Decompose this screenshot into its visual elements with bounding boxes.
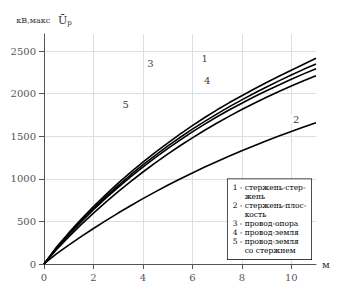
svg-text:1000: 1000 xyxy=(11,173,36,184)
svg-text:кВ,макс: кВ,макс xyxy=(16,16,50,25)
svg-text:р: р xyxy=(67,19,72,27)
svg-text:6: 6 xyxy=(189,272,195,283)
svg-text:м: м xyxy=(322,259,330,270)
svg-text:2: 2 xyxy=(90,272,96,283)
svg-text:1500: 1500 xyxy=(11,131,36,142)
svg-text:Ū: Ū xyxy=(58,14,67,27)
svg-text:5 - провод-земля: 5 - провод-земля xyxy=(233,237,299,246)
svg-text:4: 4 xyxy=(140,272,146,283)
svg-text:8: 8 xyxy=(239,272,245,283)
svg-text:2500: 2500 xyxy=(11,46,36,57)
svg-text:жень: жень xyxy=(245,192,265,201)
svg-text:2 - стержень-плос-: 2 - стержень-плос- xyxy=(233,201,307,210)
svg-text:0: 0 xyxy=(30,259,36,270)
svg-text:500: 500 xyxy=(17,216,36,227)
svg-text:1 - стержень-стер-: 1 - стержень-стер- xyxy=(233,183,306,192)
svg-text:кость: кость xyxy=(245,210,267,219)
svg-text:4 - провод-земля: 4 - провод-земля xyxy=(233,228,299,237)
svg-text:0: 0 xyxy=(41,272,47,283)
svg-text:1: 1 xyxy=(202,53,208,64)
svg-text:5: 5 xyxy=(122,99,128,110)
svg-text:2: 2 xyxy=(293,114,299,125)
svg-text:3: 3 xyxy=(147,58,153,69)
svg-text:2000: 2000 xyxy=(11,88,36,99)
svg-text:3 - провод-опора: 3 - провод-опора xyxy=(233,219,299,228)
svg-text:4: 4 xyxy=(204,75,210,86)
svg-text:10: 10 xyxy=(285,272,298,283)
svg-text:со стержнем: со стержнем xyxy=(245,246,296,255)
